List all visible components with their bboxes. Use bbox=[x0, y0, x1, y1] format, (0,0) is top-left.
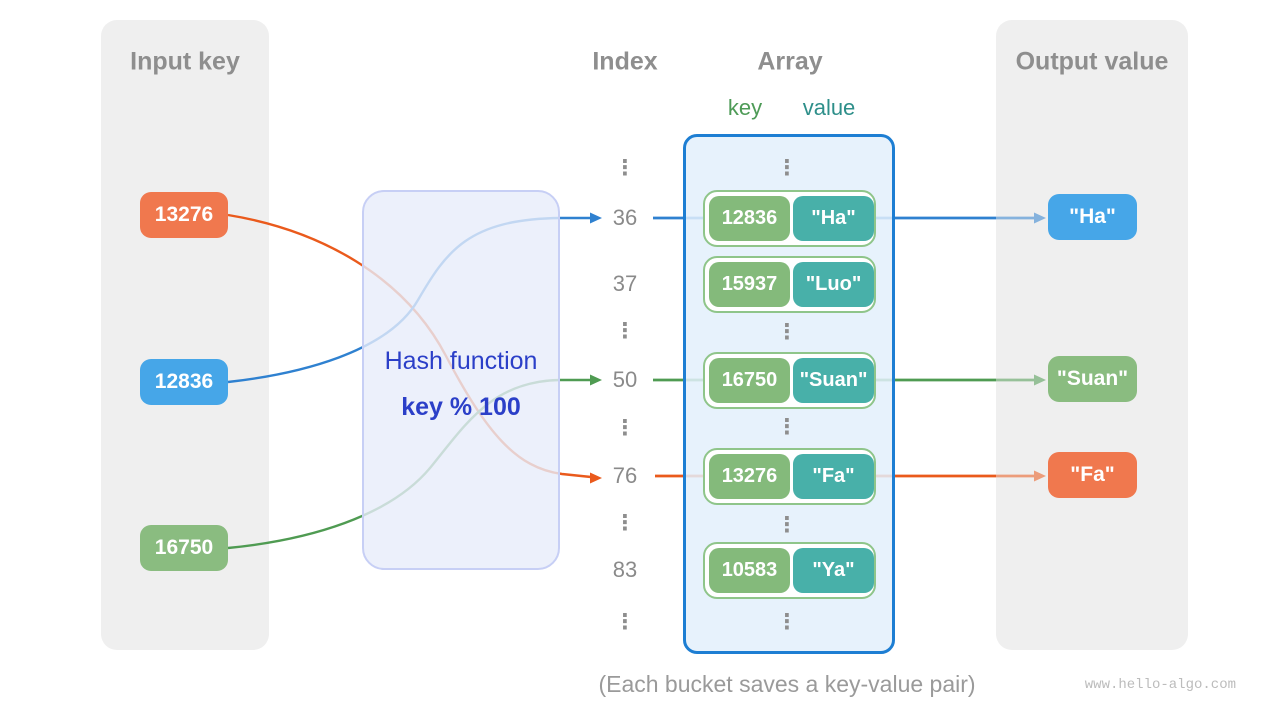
input-key-12836: 12836 bbox=[140, 359, 228, 405]
index-column-title: Index bbox=[592, 47, 658, 76]
arrowhead-blue-index-36-icon bbox=[590, 212, 602, 224]
bucket-value: "Luo" bbox=[793, 262, 874, 307]
bucket-index-83: 10583 "Ya" bbox=[703, 542, 876, 599]
bucket-key: 12836 bbox=[709, 196, 790, 241]
bucket-value: "Fa" bbox=[793, 454, 874, 499]
index-83: 83 bbox=[612, 557, 638, 582]
hash-function-label: Hash function bbox=[384, 347, 538, 375]
index-36: 36 bbox=[612, 205, 638, 230]
output-panel-title: Output value bbox=[1015, 47, 1169, 76]
bucket-index-50: 16750 "Suan" bbox=[703, 352, 876, 409]
index-ellipsis-icon: ⋮ bbox=[614, 416, 636, 440]
array-ellipsis-icon: ⋮ bbox=[776, 513, 798, 537]
bucket-index-37: 15937 "Luo" bbox=[703, 256, 876, 313]
bucket-value: "Suan" bbox=[793, 358, 874, 403]
output-value-suan: "Suan" bbox=[1048, 356, 1137, 402]
array-ellipsis-icon: ⋮ bbox=[776, 415, 798, 439]
diagram-caption: (Each bucket saves a key-value pair) bbox=[598, 671, 976, 697]
index-ellipsis-icon: ⋮ bbox=[614, 610, 636, 634]
bucket-value: "Ya" bbox=[793, 548, 874, 593]
bucket-key: 10583 bbox=[709, 548, 790, 593]
index-ellipsis-icon: ⋮ bbox=[614, 511, 636, 535]
array-ellipsis-icon: ⋮ bbox=[776, 320, 798, 344]
index-ellipsis-icon: ⋮ bbox=[614, 156, 636, 180]
input-key-13276: 13276 bbox=[140, 192, 228, 238]
array-ellipsis-icon: ⋮ bbox=[776, 156, 798, 180]
output-value-panel bbox=[996, 20, 1188, 650]
input-key-16750: 16750 bbox=[140, 525, 228, 571]
bucket-key: 13276 bbox=[709, 454, 790, 499]
output-value-fa: "Fa" bbox=[1048, 452, 1137, 498]
array-title: Array bbox=[757, 47, 823, 76]
arrowhead-orange-index-76-icon bbox=[590, 472, 602, 484]
output-value-ha: "Ha" bbox=[1048, 194, 1137, 240]
index-ellipsis-icon: ⋮ bbox=[614, 319, 636, 343]
bucket-key: 15937 bbox=[709, 262, 790, 307]
hash-function-formula: key % 100 bbox=[401, 393, 521, 421]
hash-function-box: Hash function key % 100 bbox=[362, 190, 560, 570]
key-column-header: key bbox=[727, 95, 763, 120]
bucket-value: "Ha" bbox=[793, 196, 874, 241]
arrowhead-green-index-50-icon bbox=[590, 374, 602, 386]
bucket-index-76: 13276 "Fa" bbox=[703, 448, 876, 505]
bucket-index-36: 12836 "Ha" bbox=[703, 190, 876, 247]
bucket-key: 16750 bbox=[709, 358, 790, 403]
index-50: 50 bbox=[612, 367, 638, 392]
array-ellipsis-icon: ⋮ bbox=[776, 610, 798, 634]
index-37: 37 bbox=[612, 271, 638, 296]
input-panel-title: Input key bbox=[130, 47, 240, 76]
value-column-header: value bbox=[802, 95, 856, 120]
index-76: 76 bbox=[612, 463, 638, 488]
website-watermark: www.hello-algo.com bbox=[1084, 677, 1236, 693]
